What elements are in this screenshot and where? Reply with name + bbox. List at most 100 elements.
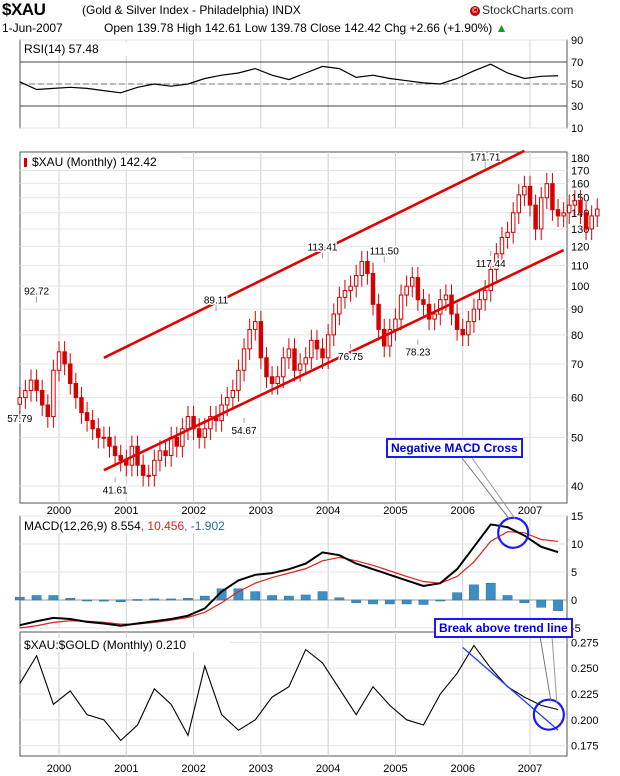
price-annotation: 54.67 (232, 426, 257, 437)
ratio-trendline (462, 647, 559, 731)
price-candle (309, 339, 314, 359)
price-legend: $XAU (Monthly) 142.42 (32, 155, 157, 169)
trend-break-circle (532, 698, 565, 731)
brand-label: StockCharts.com (482, 3, 574, 17)
price-candle (516, 194, 522, 214)
price-candle (432, 313, 437, 320)
price-candle (253, 321, 258, 330)
price-annotation: 171.71 (470, 152, 501, 163)
macd-tick-label: 10 (571, 539, 583, 551)
price-tick-label: 180 (571, 153, 589, 165)
price-candle (477, 299, 482, 310)
macd-histogram-bar (284, 595, 294, 601)
price-candle (196, 428, 202, 438)
price-candle (269, 376, 275, 384)
price-candle (443, 294, 449, 301)
ratio-x-label: 2006 (450, 763, 474, 775)
price-annotation: 78.23 (405, 348, 430, 359)
macd-tick-label: 0 (571, 595, 577, 607)
price-candle (28, 379, 34, 391)
macd-histogram-bar (485, 582, 496, 601)
price-candle (538, 197, 544, 230)
price-candle (17, 397, 23, 405)
price-candle (303, 357, 308, 365)
rsi-legend: RSI(14) 57.48 (24, 42, 99, 56)
ratio-x-label: 2000 (47, 763, 71, 775)
macd-tick-label: -5 (571, 623, 581, 635)
price-candle (421, 299, 426, 305)
macd-histogram-bar (334, 597, 345, 601)
macd-histogram-bar (216, 588, 227, 601)
macd-histogram-bar (418, 599, 429, 605)
macd-histogram-bar (132, 599, 143, 601)
price-candle (466, 321, 471, 336)
price-tick-label: 50 (571, 432, 583, 444)
macd-histogram-bar (384, 599, 395, 605)
macd-histogram-bar (553, 599, 563, 611)
price-annotation: 57.79 (7, 414, 32, 425)
price-candle (45, 404, 51, 418)
price-x-label: 2004 (316, 505, 340, 517)
price-candle (275, 376, 280, 384)
price-candle (168, 436, 174, 457)
price-candle (555, 209, 561, 217)
price-candle (286, 348, 292, 359)
stockcharts-brand[interactable]: © StockCharts.com (470, 3, 573, 17)
price-candle (387, 328, 393, 347)
macd-tick-label: 5 (571, 567, 577, 579)
price-candle (438, 299, 443, 315)
price-candle (101, 436, 107, 439)
price-candle (494, 253, 499, 270)
price-annotation: 92.72 (24, 287, 49, 298)
price-candle (595, 208, 600, 217)
price-candle (236, 369, 241, 391)
ratio-tick-label: 0.275 (571, 637, 599, 649)
macd-legend-part: , 10.456 (141, 519, 185, 533)
macd-histogram-bar (317, 591, 328, 601)
price-annotation: 41.61 (103, 485, 128, 496)
macd-histogram-bar (65, 598, 76, 601)
price-candle (202, 428, 208, 438)
legend-candle-icon (24, 158, 27, 167)
price-x-label: 2007 (518, 505, 542, 517)
price-tick-label: 100 (571, 281, 589, 293)
price-candle (314, 339, 320, 350)
price-tick-label: 40 (571, 481, 583, 493)
macd-histogram-bar (502, 595, 513, 601)
macd-callout-pointer (471, 457, 516, 520)
negative-macd-cross-callout: Negative MACD Cross (386, 438, 523, 458)
price-candle (325, 334, 331, 359)
price-candle (56, 351, 62, 371)
ratio-x-label: 2003 (249, 763, 273, 775)
price-candle (410, 277, 415, 287)
ratio-legend: $XAU:$GOLD (Monthly) 0.210 (24, 638, 186, 652)
macd-histogram-bar (452, 592, 462, 601)
price-candle (163, 450, 168, 457)
ratio-line (19, 644, 559, 742)
price-candle (67, 363, 73, 384)
price-annotation: 76.75 (338, 352, 363, 363)
macd-histogram-bar (14, 596, 25, 601)
price-candle (230, 389, 236, 399)
trend-callout-pointer (539, 635, 552, 701)
price-candle (578, 200, 583, 214)
ratio-legend-bg (22, 638, 230, 652)
rsi-tick-label: 70 (571, 57, 583, 69)
price-candle (241, 348, 247, 371)
macd-legend-part: , -1.902 (184, 519, 225, 533)
price-x-label: 2006 (450, 505, 474, 517)
up-arrow-icon: ▲ (495, 21, 508, 35)
macd-histogram-bar (115, 599, 126, 602)
price-candle (107, 436, 112, 447)
price-candle (292, 348, 297, 371)
price-candle (567, 204, 572, 214)
price-annotation: 113.41 (308, 243, 338, 254)
break-above-trend-callout: Break above trend line (434, 618, 573, 638)
ratio-x-label: 2005 (383, 763, 407, 775)
price-candle (264, 357, 269, 378)
price-candle (146, 474, 151, 477)
macd-histogram-bar (250, 591, 261, 601)
price-candle (510, 212, 516, 233)
rsi-legend-bg (22, 42, 154, 56)
